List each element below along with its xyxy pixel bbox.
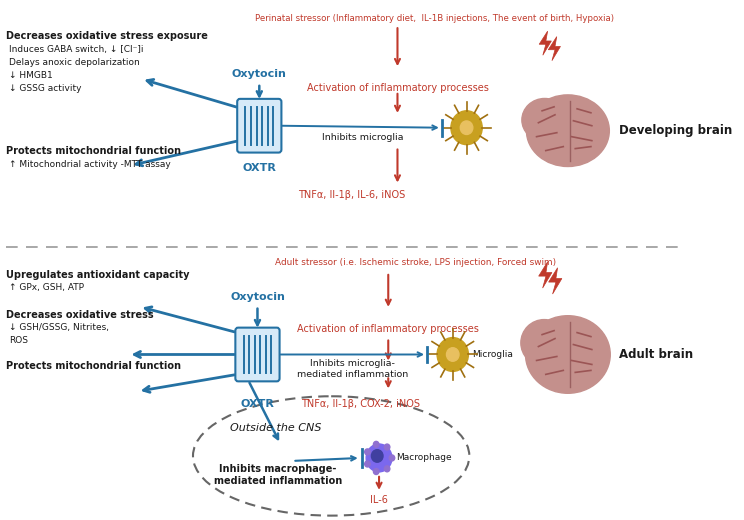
Text: TNFα, Il-1β, COX-2, iNOS: TNFα, Il-1β, COX-2, iNOS	[301, 399, 420, 409]
Text: ↑ GPx, GSH, ATP: ↑ GPx, GSH, ATP	[9, 283, 84, 292]
Circle shape	[461, 121, 473, 135]
Text: Protects mitochondrial function: Protects mitochondrial function	[6, 361, 181, 371]
Circle shape	[371, 450, 383, 462]
Text: OXTR: OXTR	[240, 399, 275, 409]
Ellipse shape	[521, 320, 568, 366]
Text: ROS: ROS	[9, 335, 28, 345]
Text: ↓ HMGB1: ↓ HMGB1	[9, 71, 53, 80]
Polygon shape	[548, 36, 560, 61]
Text: ↓ GSSG activity: ↓ GSSG activity	[9, 84, 81, 93]
Text: Oxytocin: Oxytocin	[232, 69, 286, 79]
Circle shape	[385, 444, 390, 450]
Text: ↓ GSH/GSSG, Nitrites,: ↓ GSH/GSSG, Nitrites,	[9, 323, 109, 332]
Polygon shape	[539, 31, 551, 55]
Text: Microglia: Microglia	[472, 350, 513, 359]
Circle shape	[373, 441, 379, 447]
Circle shape	[451, 111, 482, 145]
Circle shape	[437, 337, 469, 371]
Text: Activation of inflammatory processes: Activation of inflammatory processes	[298, 323, 479, 334]
Circle shape	[373, 469, 379, 474]
Text: Upregulates antioxidant capacity: Upregulates antioxidant capacity	[6, 270, 190, 280]
Text: Perinatal stressor (Inflammatory diet,  IL-1B injections, The event of birth, Hy: Perinatal stressor (Inflammatory diet, I…	[255, 15, 614, 23]
Text: Outside the CNS: Outside the CNS	[230, 423, 321, 433]
Text: Adult stressor (i.e. Ischemic stroke, LPS injection, Forced swim): Adult stressor (i.e. Ischemic stroke, LP…	[275, 258, 557, 267]
Text: Developing brain: Developing brain	[618, 124, 732, 137]
Circle shape	[366, 444, 392, 472]
Text: Inhibits microglia-
mediated inflammation: Inhibits microglia- mediated inflammatio…	[297, 359, 408, 379]
Circle shape	[446, 348, 459, 361]
Text: Adult brain: Adult brain	[618, 348, 693, 361]
Text: Decreases oxidative stress: Decreases oxidative stress	[6, 310, 153, 320]
Ellipse shape	[527, 95, 609, 166]
Ellipse shape	[525, 316, 610, 393]
Circle shape	[389, 455, 395, 461]
Text: TNFα, Il-1β, IL-6, iNOS: TNFα, Il-1β, IL-6, iNOS	[298, 190, 405, 200]
Text: Inhibits microglia: Inhibits microglia	[322, 133, 404, 141]
Polygon shape	[539, 262, 552, 288]
Text: ↑ Mitochondrial activity -MTT assay: ↑ Mitochondrial activity -MTT assay	[9, 160, 170, 168]
Text: Induces GABA switch, ↓ [Cl⁻]i: Induces GABA switch, ↓ [Cl⁻]i	[9, 45, 144, 54]
Circle shape	[385, 466, 390, 472]
FancyBboxPatch shape	[237, 99, 281, 152]
Text: Activation of inflammatory processes: Activation of inflammatory processes	[307, 83, 488, 93]
Circle shape	[365, 461, 371, 467]
Text: IL-6: IL-6	[370, 495, 388, 505]
Text: Inhibits macrophage-
mediated inflammation: Inhibits macrophage- mediated inflammati…	[214, 464, 341, 486]
Circle shape	[365, 449, 371, 455]
FancyBboxPatch shape	[235, 328, 280, 381]
Text: Delays anoxic depolarization: Delays anoxic depolarization	[9, 58, 140, 67]
Text: Protects mitochondrial function: Protects mitochondrial function	[6, 146, 181, 155]
Text: Macrophage: Macrophage	[396, 453, 452, 462]
Polygon shape	[548, 268, 562, 294]
Text: Oxytocin: Oxytocin	[230, 292, 285, 302]
Text: Decreases oxidative stress exposure: Decreases oxidative stress exposure	[6, 31, 208, 41]
Text: OXTR: OXTR	[243, 163, 276, 173]
Ellipse shape	[522, 98, 568, 141]
